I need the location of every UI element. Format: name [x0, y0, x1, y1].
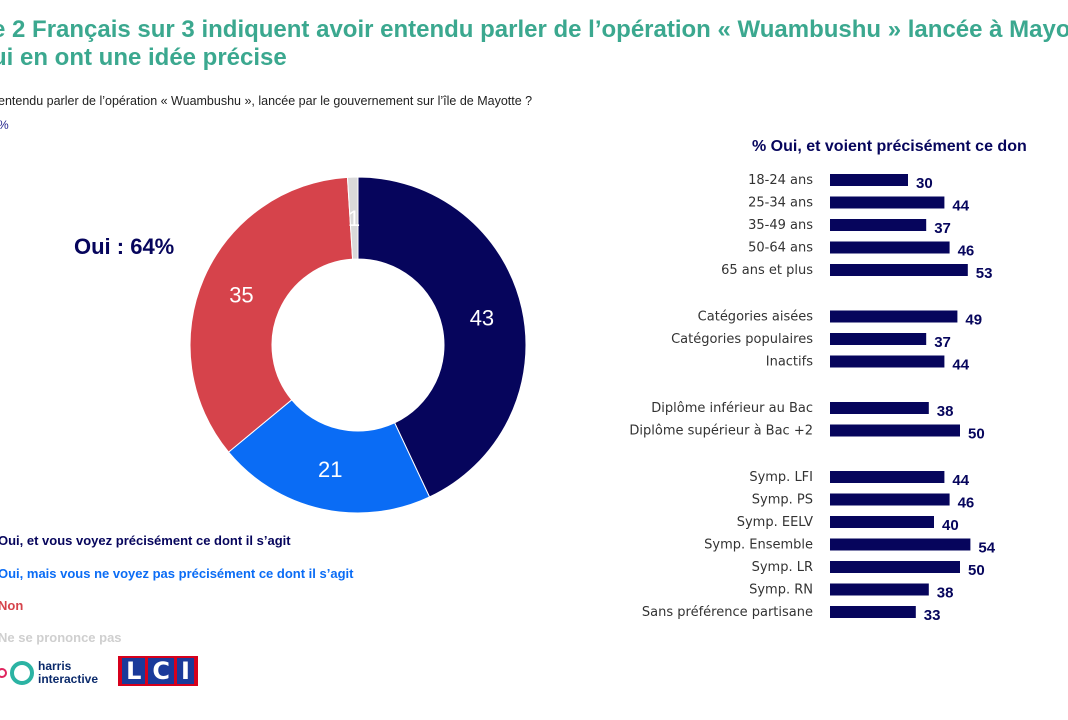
bar-category-label: 50-64 ans	[748, 241, 813, 256]
bars-title: % Oui, et voient précisément ce don	[752, 138, 1027, 155]
bar-category-label: 65 ans et plus	[721, 263, 813, 278]
bar	[830, 402, 929, 414]
harris-logo-icon	[0, 661, 34, 685]
legend-item: Oui, mais vous ne voyez pas précisément …	[0, 566, 354, 581]
bar	[830, 516, 934, 528]
bar-value-label: 33	[924, 607, 941, 624]
bar	[830, 424, 960, 437]
bar-value-label: 53	[976, 265, 993, 282]
bar-value-label: 44	[952, 198, 969, 215]
bar-value-label: 30	[916, 175, 933, 192]
survey-question: entendu parler de l’opération « Wuambush…	[0, 94, 533, 108]
bar-value-label: 38	[937, 403, 954, 420]
bar-value-label: 50	[968, 426, 985, 443]
donut-slice	[346, 176, 359, 260]
bar-category-label: Symp. LR	[752, 560, 813, 575]
bar	[830, 355, 945, 368]
bar	[830, 561, 960, 573]
donut-slice-label: 35	[229, 283, 253, 308]
lci-letter-l: L	[122, 658, 146, 684]
base-label: %	[0, 118, 9, 132]
bar-category-label: Catégories aisées	[698, 310, 814, 325]
bar-category-label: Inactifs	[766, 355, 813, 370]
bar-category-label: Symp. RN	[749, 583, 813, 598]
bar-value-label: 46	[958, 495, 975, 512]
bar	[830, 538, 971, 551]
harris-logo-text: harris interactive	[38, 659, 99, 686]
legend-item: Oui, et vous voyez précisément ce dont i…	[0, 533, 291, 548]
bar-category-label: Catégories populaires	[671, 332, 813, 347]
bar-value-label: 54	[978, 540, 995, 557]
bar	[830, 174, 908, 186]
bar-category-label: Symp. LFI	[749, 470, 813, 485]
donut-slice-label: 1	[348, 206, 360, 231]
lci-logo: L C I	[118, 656, 198, 686]
bar-category-label: 25-34 ans	[748, 196, 813, 211]
bar-value-label: 50	[968, 562, 985, 579]
bar-category-label: Symp. PS	[752, 493, 813, 508]
lci-letter-i: I	[176, 658, 194, 684]
bar-value-label: 44	[952, 472, 969, 489]
bar-category-label: Symp. Ensemble	[704, 538, 813, 553]
bar	[830, 241, 950, 254]
bar	[830, 471, 945, 483]
legend-item: Non	[0, 598, 24, 613]
page-title: e 2 Français sur 3 indiquent avoir enten…	[0, 16, 1068, 72]
bar-value-label: 46	[958, 243, 975, 260]
bar-value-label: 37	[934, 334, 951, 351]
bar	[830, 606, 916, 618]
bar	[830, 264, 968, 276]
bar-category-label: 18-24 ans	[748, 173, 813, 188]
donut-slice	[189, 176, 354, 453]
oui-total-label: Oui : 64%	[74, 234, 175, 259]
bar-category-label: Symp. EELV	[737, 515, 813, 530]
donut-chart: 43 21 35 1	[189, 176, 527, 514]
bar	[830, 583, 929, 596]
bar-value-label: 44	[952, 357, 969, 374]
bar-category-label: Sans préférence partisane	[642, 605, 813, 620]
bar-value-label: 40	[942, 517, 959, 534]
bar	[830, 310, 958, 323]
bar	[830, 493, 950, 506]
bar	[830, 196, 945, 209]
bar-category-label: Diplôme inférieur au Bac	[651, 401, 813, 416]
legend-item: Ne se prononce pas	[0, 630, 122, 645]
bar-value-label: 37	[934, 220, 951, 237]
bar-category-label: Diplôme supérieur à Bac +2	[629, 424, 813, 439]
donut-slice	[357, 176, 527, 498]
bar-value-label: 38	[937, 585, 954, 602]
bar	[830, 333, 927, 345]
donut-slice	[227, 399, 431, 514]
donut-slice-label: 43	[470, 305, 494, 330]
bar-chart: 18-24 ans 30 25-34 ans 44 35-49 ans 37 50-64 a…	[629, 173, 995, 624]
bar-category-label: 35-49 ans	[748, 218, 813, 233]
bar-value-label: 49	[965, 312, 982, 329]
harris-interactive-logo: harris interactive	[0, 656, 114, 690]
lci-letter-c: C	[148, 658, 174, 684]
title-line-2: ui en ont une idée précise	[0, 44, 287, 71]
bar	[830, 219, 927, 231]
donut-slice-label: 21	[318, 457, 342, 482]
title-line-1: e 2 Français sur 3 indiquent avoir enten…	[0, 16, 1068, 43]
